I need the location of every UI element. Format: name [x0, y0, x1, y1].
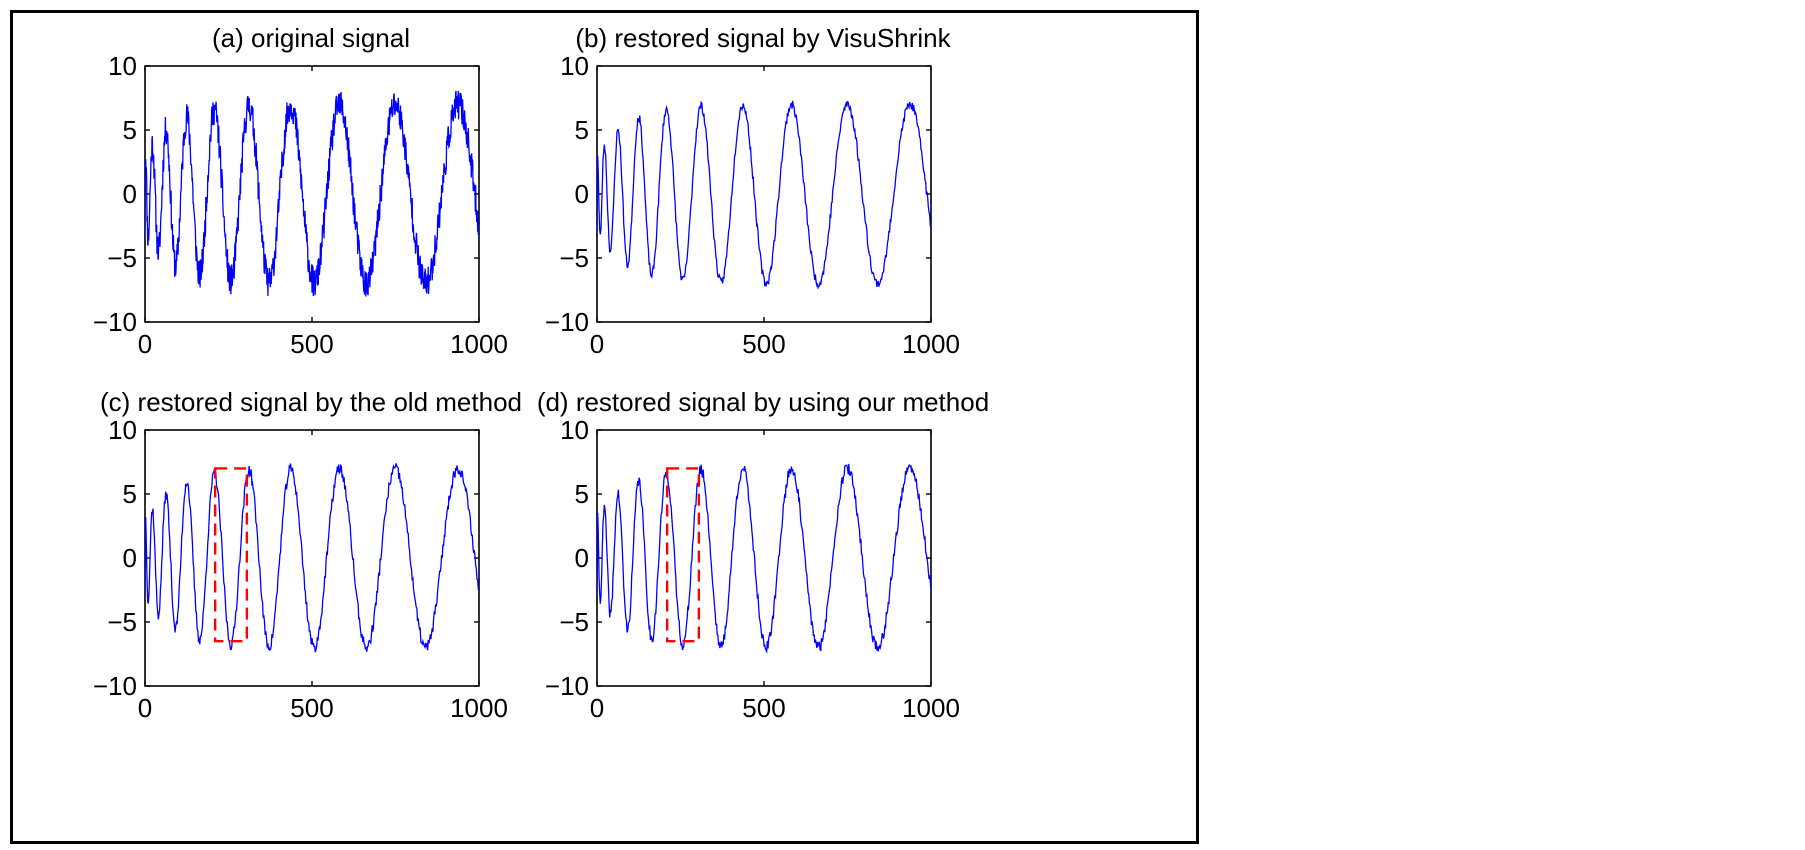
panel-b: (b) restored signal by VisuShrink 10 5 0 −5…: [545, 23, 960, 359]
panel-d: (d) restored signal by using our method …: [537, 387, 989, 723]
panel-c-title: (c) restored signal by the old method: [100, 387, 522, 417]
x-tick-label: 1000: [450, 329, 508, 359]
y-tick-label: 0: [123, 179, 137, 209]
x-tick-label: 500: [290, 693, 333, 723]
x-tick-label: 500: [742, 693, 785, 723]
x-tick-label: 0: [590, 693, 604, 723]
x-tick-label: 1000: [902, 329, 960, 359]
x-tick-label: 0: [590, 329, 604, 359]
y-tick-label: −5: [107, 607, 137, 637]
panel-d-highlight-box: [665, 467, 701, 643]
x-tick-label: 1000: [902, 693, 960, 723]
x-tick-label: 0: [138, 693, 152, 723]
panel-d-signal-line: [597, 463, 931, 654]
x-tick-label: 500: [742, 329, 785, 359]
y-tick-label: 5: [575, 115, 589, 145]
y-tick-label: −5: [107, 243, 137, 273]
figure-frame: (a) original signal 10 5 0 −5 −10 0 500 1000 (b…: [10, 10, 1199, 844]
y-tick-label: 5: [123, 115, 137, 145]
panel-a-signal-line: [145, 90, 479, 297]
panel-a-title: (a) original signal: [212, 23, 410, 53]
panel-b-title: (b) restored signal by VisuShrink: [575, 23, 951, 53]
panel-c-axes-box: [144, 429, 480, 687]
y-tick-label: 10: [108, 415, 137, 445]
x-tick-label: 0: [138, 329, 152, 359]
y-tick-label: 5: [123, 479, 137, 509]
panel-c: (c) restored signal by the old method 10…: [93, 387, 522, 723]
y-tick-label: 0: [123, 543, 137, 573]
y-tick-label: 5: [575, 479, 589, 509]
panel-d-title: (d) restored signal by using our method: [537, 387, 989, 417]
y-tick-label: 10: [108, 51, 137, 81]
x-tick-label: 500: [290, 329, 333, 359]
x-tick-label: 1000: [450, 693, 508, 723]
y-tick-label: −10: [545, 671, 589, 701]
y-tick-label: −10: [93, 671, 137, 701]
y-tick-label: 0: [575, 543, 589, 573]
y-tick-label: −10: [93, 307, 137, 337]
y-tick-label: 0: [575, 179, 589, 209]
panel-c-signal-line: [145, 463, 479, 653]
y-tick-label: 10: [560, 51, 589, 81]
y-tick-label: 10: [560, 415, 589, 445]
y-tick-label: −10: [545, 307, 589, 337]
y-tick-label: −5: [559, 607, 589, 637]
y-tick-label: −5: [559, 243, 589, 273]
panel-c-highlight-box: [213, 467, 249, 643]
panel-b-signal-line: [597, 100, 931, 290]
